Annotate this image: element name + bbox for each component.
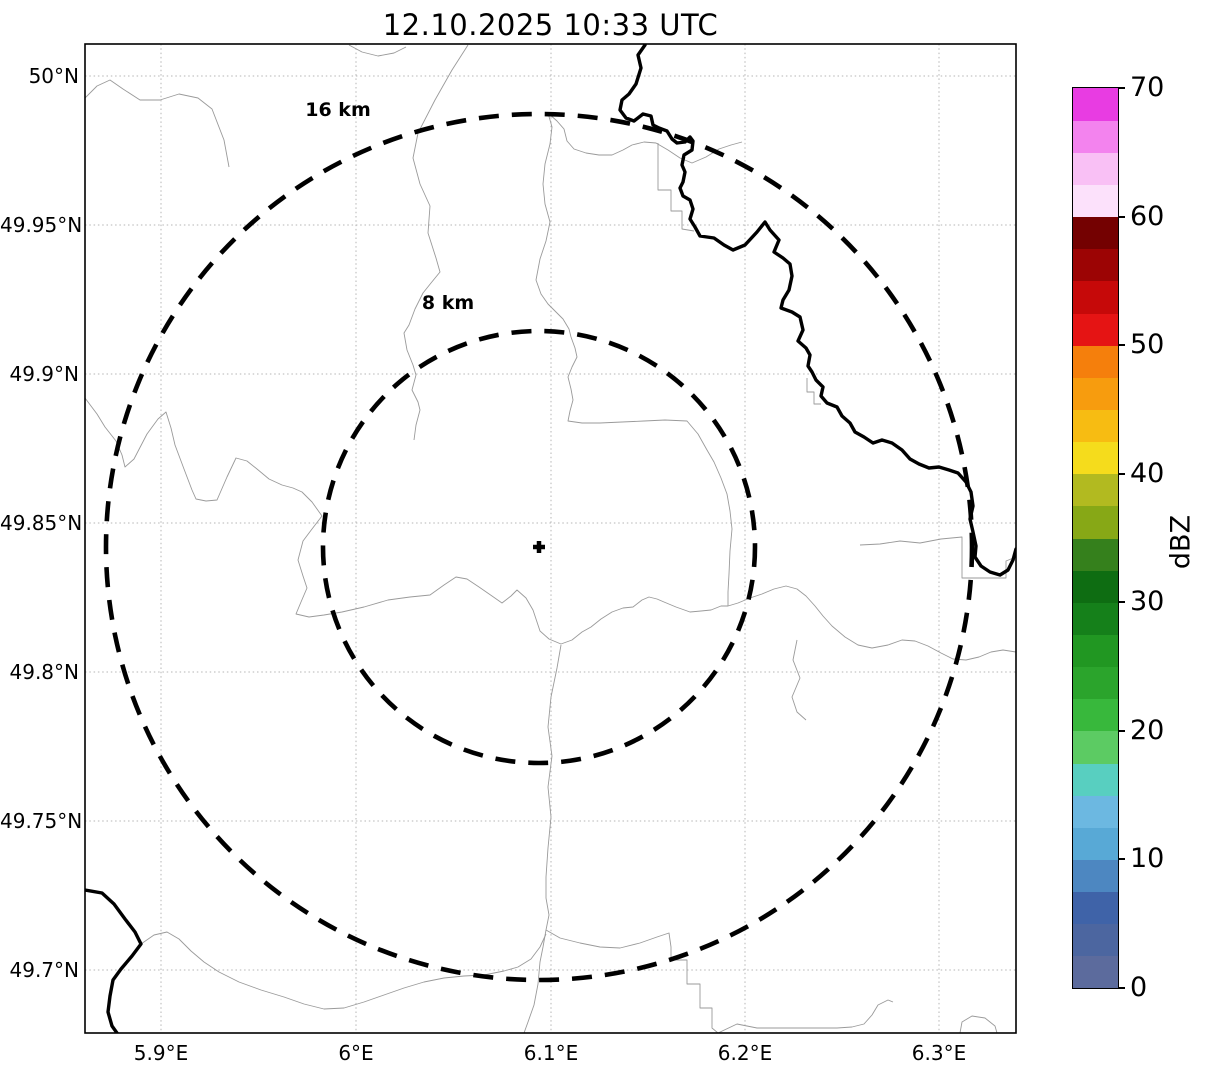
colorbar-segment [1073,763,1118,796]
colorbar-tick [1118,215,1125,218]
colorbar-segment [1073,634,1118,668]
x-tick-label: 6.2°E [717,1041,773,1065]
colorbar-segment [1073,698,1118,732]
admin-boundary-line [348,44,407,57]
y-tick-label: 49.7°N [9,958,80,982]
admin-boundary-line [535,112,733,606]
colorbar-segment [1073,538,1118,571]
colorbar-segment [1073,409,1118,443]
colorbar-segment [1073,377,1118,411]
range-ring-16km [103,111,975,983]
colorbar-segment [1073,120,1118,153]
admin-boundary-line [547,112,743,164]
admin-boundary-line [959,1015,998,1033]
colorbar-segment [1073,955,1118,989]
colorbar-tick-label: 40 [1130,457,1165,489]
colorbar-segment [1073,345,1118,378]
y-tick-label: 50°N [28,64,79,88]
admin-boundary-line [85,397,1016,661]
plot-title: 12.10.2025 10:33 UTC [382,8,719,42]
colorbar-tick [1118,344,1125,347]
colorbar-segment [1073,441,1118,475]
colorbar-segment [1073,795,1118,828]
colorbar [1073,88,1118,989]
range-ring-8km [320,328,758,766]
y-tick-label: 49.75°N [0,809,83,833]
colorbar-tick-label: 0 [1130,972,1148,1003]
colorbar-segment [1073,859,1118,893]
colorbar-tick [1118,858,1125,861]
colorbar-tick [1118,987,1125,989]
y-tick-label: 49.85°N [0,511,83,535]
colorbar-segment [1073,184,1118,218]
admin-boundary-line [403,44,469,441]
colorbar-segment [1073,88,1118,121]
admin-boundary-line [545,929,894,1033]
colorbar-tick [1118,87,1125,89]
map-frame [84,43,1017,1034]
colorbar-segment [1073,216,1118,250]
colorbar-tick-label: 10 [1130,843,1165,875]
colorbar-tick-label: 60 [1130,200,1165,232]
colorbar-segment [1073,827,1118,861]
colorbar-segment [1073,313,1118,346]
admin-boundary-line [657,143,695,232]
admin-boundary-line [85,79,230,168]
colorbar-segment [1073,666,1118,700]
colorbar-tick-label: 30 [1130,586,1165,618]
colorbar-segment [1073,923,1118,957]
colorbar-segment [1073,248,1118,282]
colorbar-tick-label: 20 [1130,714,1165,746]
colorbar-tick [1118,601,1125,604]
x-tick-label: 5.9°E [133,1041,189,1065]
colorbar-axis-label: dBZ [1165,514,1197,570]
colorbar-outline [1072,87,1119,989]
admin-boundary-line [523,644,562,1033]
colorbar-segment [1073,602,1118,636]
admin-boundary-line [859,536,1016,579]
colorbar-tick [1118,729,1125,732]
colorbar-tick-label: 70 [1130,72,1165,103]
range-ring-label: 16 km [305,99,371,121]
colorbar-segment [1073,730,1118,764]
x-tick-label: 6.1°E [523,1041,579,1065]
border-river-line [618,44,1016,577]
admin-boundary-line [791,639,807,721]
colorbar-tick [1118,472,1125,475]
border-line-sw [85,888,143,1033]
y-tick-label: 49.95°N [0,213,83,237]
admin-boundary-line [140,931,547,1010]
admin-boundary-line [806,378,821,405]
y-tick-label: 49.8°N [9,660,80,684]
y-tick-label: 49.9°N [9,362,80,386]
colorbar-segment [1073,152,1118,186]
colorbar-segment [1073,280,1118,314]
x-tick-label: 6°E [338,1041,374,1065]
colorbar-tick-label: 50 [1130,329,1165,361]
colorbar-segment [1073,505,1118,539]
colorbar-segment [1073,891,1118,925]
colorbar-segment [1073,473,1118,507]
x-tick-label: 6.3°E [911,1041,967,1065]
colorbar-segment [1073,570,1118,603]
range-ring-label: 8 km [421,292,475,314]
